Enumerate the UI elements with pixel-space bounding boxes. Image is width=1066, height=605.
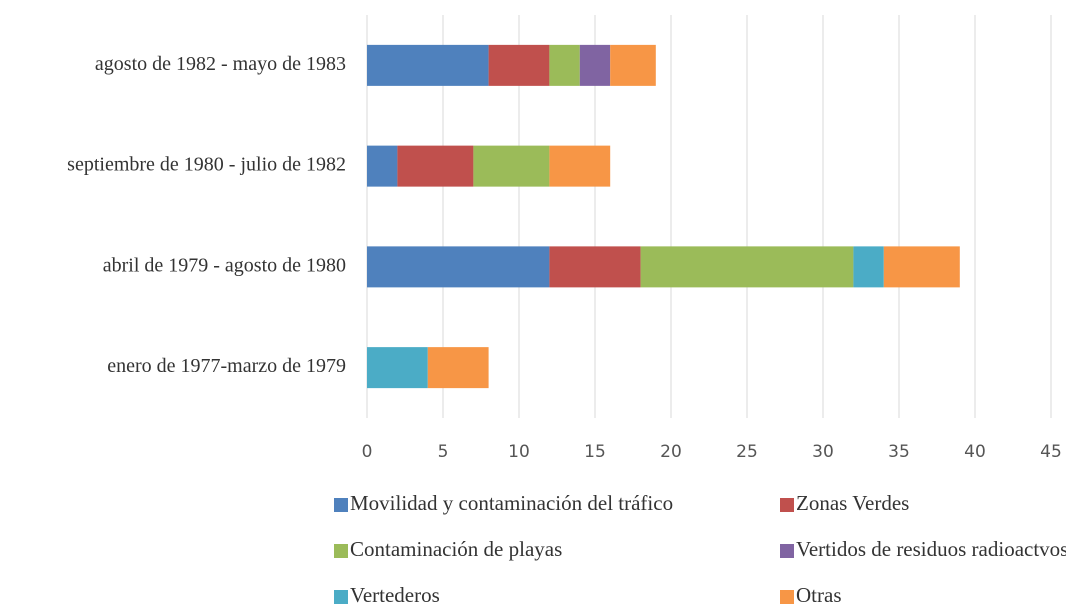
legend-label: Contaminación de playas xyxy=(350,537,562,561)
legend-label: Vertidos de residuos radioactvos xyxy=(796,537,1066,561)
legend-swatch xyxy=(780,498,794,512)
legend-swatch xyxy=(334,498,348,512)
legend-label: Movilidad y contaminación del tráfico xyxy=(350,491,673,515)
bar-segment xyxy=(549,246,641,288)
legend-label: Otras xyxy=(796,583,842,605)
bar-segment xyxy=(579,44,611,86)
bar-segment xyxy=(367,246,550,288)
x-tick-label: 0 xyxy=(362,442,373,462)
legend-label: Vertederos xyxy=(350,583,440,605)
x-tick-label: 20 xyxy=(660,442,682,462)
legend-label: Zonas Verdes xyxy=(796,491,909,515)
bar-segment xyxy=(610,44,656,86)
x-tick-label: 30 xyxy=(812,442,834,462)
bar-segment xyxy=(853,246,884,288)
y-tick-label: septiembre de 1980 - julio de 1982 xyxy=(67,154,346,176)
y-tick-label: agosto de 1982 - mayo de 1983 xyxy=(95,53,346,75)
y-tick-label: enero de 1977-marzo de 1979 xyxy=(107,355,346,377)
bar-segment xyxy=(367,44,489,86)
bar-segment xyxy=(397,145,474,187)
bar-segment xyxy=(427,347,489,389)
bar-segment xyxy=(473,145,550,187)
legend-swatch xyxy=(334,590,348,604)
legend-swatch xyxy=(334,544,348,558)
x-tick-label: 40 xyxy=(964,442,986,462)
bar-segment xyxy=(640,246,854,288)
x-tick-label: 25 xyxy=(736,442,758,462)
bar-segment xyxy=(367,145,398,187)
legend-swatch xyxy=(780,544,794,558)
bar-segment xyxy=(549,145,611,187)
bar-segment xyxy=(883,246,960,288)
bar-segment xyxy=(367,347,428,389)
bar-segment xyxy=(488,44,550,86)
bar-segment xyxy=(549,44,580,86)
y-tick-label: abril de 1979 - agosto de 1980 xyxy=(103,254,346,276)
x-tick-label: 35 xyxy=(888,442,910,462)
x-tick-label: 5 xyxy=(438,442,449,462)
x-tick-label: 45 xyxy=(1040,442,1062,462)
x-tick-label: 10 xyxy=(508,442,530,462)
legend-swatch xyxy=(780,590,794,604)
x-tick-label: 15 xyxy=(584,442,606,462)
